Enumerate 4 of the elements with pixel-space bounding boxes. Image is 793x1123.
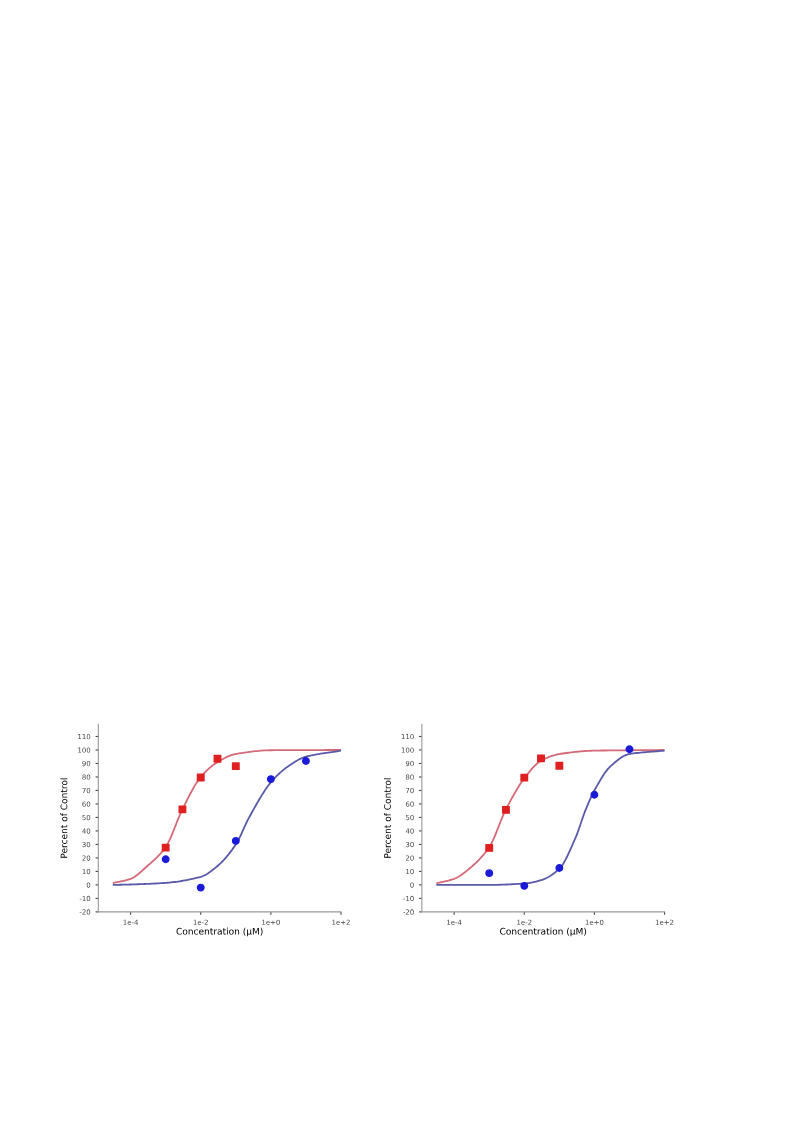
y-axis-title: Percent of Control [60,778,68,858]
x-axis-title: Concentration (μM) [176,927,263,937]
y-axis-title: Percent of Control [383,778,391,858]
x-axis-title: Concentration (μM) [500,927,587,937]
